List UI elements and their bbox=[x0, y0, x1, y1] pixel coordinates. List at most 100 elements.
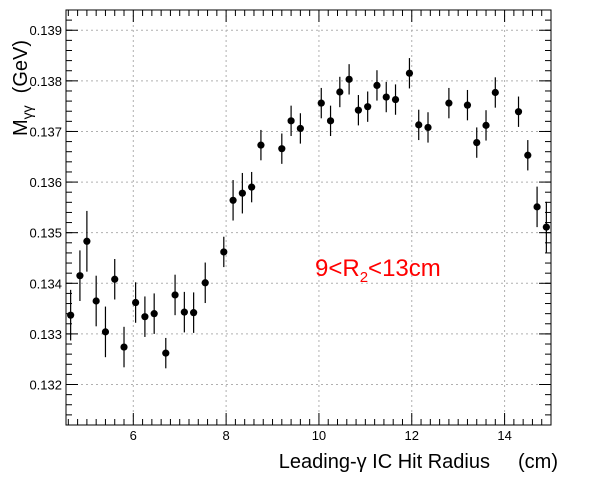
y-tick-label: 0.138 bbox=[29, 74, 62, 89]
data-point bbox=[514, 96, 523, 127]
point-marker bbox=[132, 298, 140, 307]
point-marker bbox=[220, 248, 228, 256]
y-axis-title-subscript: γγ bbox=[19, 105, 35, 119]
point-marker bbox=[542, 223, 550, 231]
y-tick-label: 0.135 bbox=[29, 226, 62, 241]
data-point bbox=[83, 210, 91, 272]
x-tick-label: 6 bbox=[130, 428, 137, 443]
x-tick-label: 10 bbox=[312, 428, 326, 443]
y-tick-label: 0.136 bbox=[29, 175, 62, 190]
point-marker bbox=[120, 343, 128, 351]
data-point bbox=[287, 105, 295, 137]
data-point bbox=[542, 201, 550, 253]
point-marker bbox=[354, 106, 362, 114]
data-point bbox=[220, 236, 228, 268]
data-point bbox=[101, 306, 110, 358]
point-marker bbox=[345, 75, 353, 83]
point-marker bbox=[326, 117, 335, 125]
data-point bbox=[278, 133, 286, 164]
data-point bbox=[491, 77, 499, 108]
data-point bbox=[162, 337, 170, 369]
data-point bbox=[373, 70, 381, 101]
data-point bbox=[364, 91, 372, 122]
data-point bbox=[201, 262, 209, 304]
point-marker bbox=[296, 124, 304, 133]
point-marker bbox=[92, 297, 100, 305]
point-marker bbox=[524, 151, 532, 159]
data-point bbox=[92, 275, 100, 327]
point-marker bbox=[287, 117, 295, 125]
point-marker bbox=[482, 121, 490, 129]
data-point bbox=[482, 110, 490, 141]
data-point bbox=[229, 180, 237, 221]
data-point bbox=[111, 259, 119, 300]
data-point bbox=[326, 105, 335, 137]
x-axis-unit: (cm) bbox=[518, 451, 558, 473]
point-marker bbox=[190, 309, 198, 317]
data-point bbox=[473, 127, 481, 158]
data-point bbox=[336, 76, 344, 108]
data-point bbox=[354, 95, 362, 126]
data-point bbox=[345, 64, 353, 95]
data-point bbox=[382, 81, 390, 113]
data-point bbox=[238, 172, 246, 214]
point-marker bbox=[278, 145, 286, 153]
annotation-text-after: <13cm bbox=[368, 255, 441, 282]
data-point bbox=[76, 250, 84, 302]
point-marker bbox=[141, 313, 149, 321]
data-point bbox=[533, 186, 541, 228]
point-marker bbox=[391, 95, 400, 104]
y-tick-label: 0.134 bbox=[29, 276, 62, 291]
data-point bbox=[120, 326, 128, 368]
y-axis-title: Mγγ (GeV) bbox=[10, 40, 35, 136]
data-point bbox=[391, 84, 400, 115]
plot-frame bbox=[65, 9, 552, 426]
annotation-subscript: 2 bbox=[360, 269, 368, 286]
data-point bbox=[190, 292, 198, 333]
y-tick-label: 0.139 bbox=[29, 23, 62, 38]
y-tick-label: 0.133 bbox=[29, 327, 62, 342]
point-marker bbox=[150, 310, 158, 318]
data-points bbox=[67, 58, 550, 369]
annotation-text-before: 9<R bbox=[315, 255, 360, 282]
point-marker bbox=[533, 203, 541, 211]
point-marker bbox=[238, 189, 246, 197]
point-marker bbox=[76, 272, 84, 280]
data-point bbox=[132, 282, 140, 323]
point-marker bbox=[336, 88, 344, 96]
data-point bbox=[445, 87, 453, 119]
point-marker bbox=[162, 349, 170, 357]
y-tick-label: 0.137 bbox=[29, 124, 62, 139]
data-point bbox=[317, 87, 325, 119]
data-point bbox=[141, 296, 149, 337]
data-point bbox=[463, 89, 472, 121]
x-tick-label: 14 bbox=[497, 428, 511, 443]
data-point bbox=[415, 109, 423, 141]
data-point bbox=[524, 140, 532, 171]
y-axis-ticks: 0.132 0.133 0.134 0.135 0.136 0.137 0.138 0.139 bbox=[29, 9, 551, 426]
point-marker bbox=[180, 308, 188, 316]
x-axis-title: Leading-γ IC Hit Radius bbox=[279, 451, 490, 473]
point-marker bbox=[171, 291, 179, 299]
point-marker bbox=[373, 81, 381, 90]
point-marker bbox=[382, 93, 390, 101]
data-point bbox=[405, 58, 414, 89]
point-marker bbox=[101, 328, 110, 336]
point-marker bbox=[364, 103, 372, 111]
point-marker bbox=[514, 108, 523, 116]
point-marker bbox=[463, 101, 472, 109]
point-marker bbox=[317, 99, 325, 107]
y-tick-label: 0.132 bbox=[29, 378, 62, 393]
range-annotation: 9<R2<13cm bbox=[315, 255, 441, 286]
point-marker bbox=[445, 99, 453, 107]
point-marker bbox=[473, 138, 481, 147]
x-axis-ticks: 6 8 10 12 14 bbox=[67, 10, 552, 443]
point-marker bbox=[491, 88, 499, 97]
data-point bbox=[150, 293, 158, 334]
data-point bbox=[257, 129, 265, 161]
data-point bbox=[248, 171, 256, 203]
point-marker bbox=[229, 196, 237, 204]
y-axis-title-unit: (GeV) bbox=[10, 40, 32, 93]
